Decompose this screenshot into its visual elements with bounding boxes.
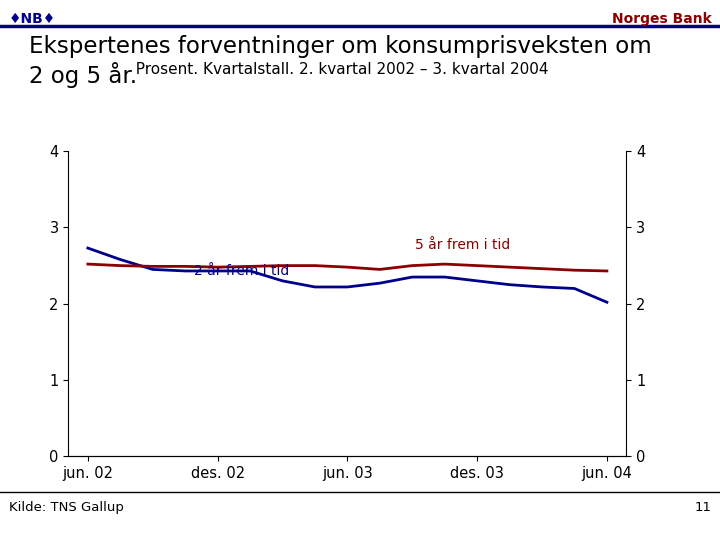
Text: Kilde: TNS Gallup: Kilde: TNS Gallup [9,501,124,514]
Text: 2 år frem i tid: 2 år frem i tid [194,264,289,278]
Text: Ekspertenes forventninger om konsumprisveksten om: Ekspertenes forventninger om konsumprisv… [29,35,652,58]
Text: 2 og 5 år.: 2 og 5 år. [29,62,137,88]
Text: 5 år frem i tid: 5 år frem i tid [415,238,510,252]
Text: 11: 11 [694,501,711,514]
Text: Prosent. Kvartalstall. 2. kvartal 2002 – 3. kvartal 2004: Prosent. Kvartalstall. 2. kvartal 2002 –… [126,62,549,77]
Text: Norges Bank: Norges Bank [611,12,711,26]
Text: ♦NB♦: ♦NB♦ [9,12,56,26]
